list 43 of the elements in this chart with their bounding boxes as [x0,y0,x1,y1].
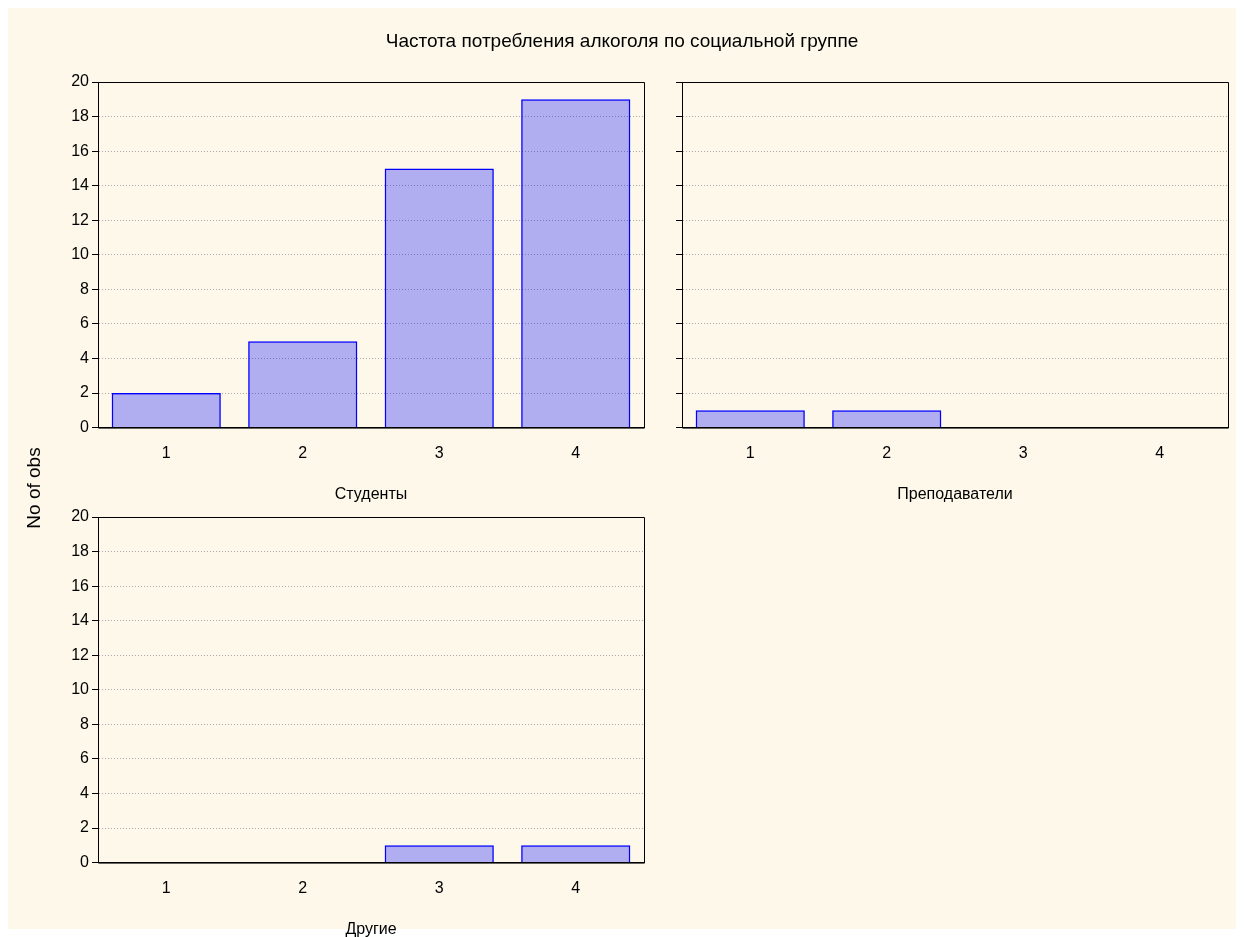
x-axis-title: Преподаватели [897,484,1013,502]
y-tick-label: 6 [80,314,90,332]
x-axis-title: Студенты [334,484,408,502]
y-tick-label: 2 [80,383,90,401]
chart-title: Частота потребления алкоголя по социальной группе [384,30,860,52]
bar [521,99,631,428]
y-tick-label: 4 [80,783,90,801]
y-tick-label: 6 [80,749,90,767]
bar [248,341,358,428]
x-tick-label: 2 [298,878,308,896]
x-tick-label: 2 [882,443,892,461]
x-tick-label: 3 [1018,443,1028,461]
x-axis-title: Другие [345,919,397,937]
y-tick-label: 10 [71,680,90,698]
y-tick-label: 10 [71,245,90,263]
y-tick-label: 20 [71,507,90,525]
y-tick-label: 18 [71,106,90,124]
y-tick-label: 14 [71,176,90,194]
y-tick-label: 14 [71,611,90,629]
bar [384,168,494,428]
x-tick-label: 1 [161,443,171,461]
y-tick-label: 12 [71,210,90,228]
y-tick-label: 0 [80,853,90,871]
x-tick-label: 3 [434,878,444,896]
x-tick-label: 3 [434,443,444,461]
y-tick-label: 2 [80,818,90,836]
x-tick-label: 4 [571,878,581,896]
bar [111,393,221,428]
y-tick-label: 8 [80,279,90,297]
x-tick-label: 2 [298,443,308,461]
x-tick-label: 1 [161,878,171,896]
y-tick-label: 4 [80,348,90,366]
y-tick-label: 12 [71,645,90,663]
x-tick-label: 4 [1155,443,1165,461]
y-tick-label: 0 [80,418,90,436]
y-tick-label: 18 [71,541,90,559]
y-tick-label: 16 [71,576,90,594]
y-axis-title: No of obs [23,447,45,529]
y-tick-label: 20 [71,72,90,90]
y-tick-label: 8 [80,714,90,732]
x-tick-label: 1 [745,443,755,461]
y-tick-label: 16 [71,141,90,159]
x-tick-label: 4 [571,443,581,461]
